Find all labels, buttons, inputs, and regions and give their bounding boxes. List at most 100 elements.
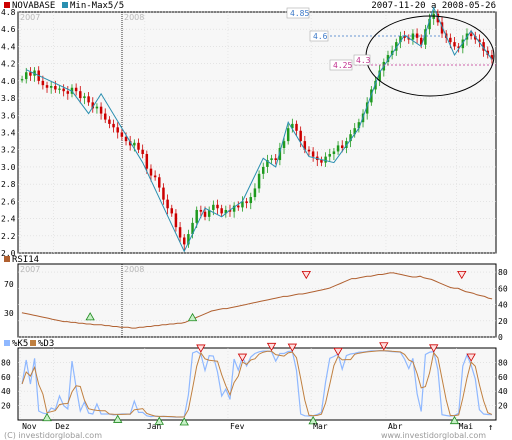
label-4-3: 4.3	[356, 56, 371, 65]
candle-body	[124, 136, 128, 142]
candle-body	[20, 79, 24, 81]
rsi-buy-triangle	[85, 312, 95, 321]
label-box-4-85	[286, 7, 310, 19]
price-y-tick-label: 3.6	[1, 111, 16, 120]
candle-body	[41, 80, 45, 86]
candle-body	[261, 166, 265, 174]
footer-url: www.investidorglobal.com	[381, 431, 486, 440]
candle-body	[95, 106, 99, 109]
rsi-y-tick-label: 80	[498, 268, 508, 277]
stoch-buy-triangle	[179, 417, 189, 426]
price-y-tick-label: 3.8	[1, 94, 16, 103]
candle-body	[83, 96, 86, 99]
candle-body	[299, 130, 302, 142]
price-y-tick-label: 2.6	[1, 197, 16, 206]
price-y-ticks: 4.8 4.6 4.4 4.2 4.0 3.8 3.6 3.4 3.2 3.0 2.8 2.6 2.4 2…	[1, 8, 16, 258]
candle-body	[378, 70, 381, 81]
candle-body	[282, 141, 286, 148]
stoch-y-tick-label: 80	[498, 358, 508, 367]
candle-body	[79, 91, 82, 99]
stoch-gridlines	[18, 348, 496, 420]
candle-body	[245, 201, 248, 204]
label-box-4-3	[353, 54, 371, 66]
stoch-k-swatch	[4, 340, 10, 346]
candle-body	[345, 141, 348, 148]
candle-body	[469, 33, 473, 37]
candle-body	[365, 102, 369, 114]
candle-body	[320, 160, 323, 163]
candle-body	[120, 132, 124, 137]
candle-body	[232, 205, 236, 212]
candle-body	[461, 39, 465, 49]
stoch-y-tick-label: 60	[1, 373, 11, 382]
candle-body	[203, 211, 207, 217]
rsi-y-tick-label: 20	[498, 317, 508, 326]
candle-body	[266, 160, 269, 167]
candle-body	[45, 85, 49, 88]
label-4-6: 4.6	[313, 32, 328, 41]
date-range: 2007-11-20 a 2008-05-26	[371, 1, 496, 11]
price-month-separators	[19, 12, 457, 253]
rsi-panel: RSI14 2007 2008 80 60 40 20 0 70 30	[4, 255, 508, 342]
price-y-tick-label: 2.0	[1, 249, 16, 258]
candle-body	[249, 197, 253, 204]
price-y-tick-label: 4.4	[1, 42, 16, 51]
legend-swatch-minmax	[62, 2, 68, 8]
candle-body	[403, 36, 406, 38]
candle-body	[428, 18, 431, 30]
rsi-y-tick-label: 60	[498, 284, 508, 293]
price-y-tick-label: 2.4	[1, 215, 16, 224]
stoch-buy-triangle	[113, 414, 123, 423]
candle-body	[457, 46, 460, 49]
candle-body	[278, 147, 282, 161]
candle-body	[286, 128, 290, 142]
candle-body	[224, 209, 228, 214]
month-label: Nov	[22, 422, 37, 431]
rsi-line	[21, 272, 493, 329]
candle-body	[199, 209, 203, 212]
candle-body	[220, 208, 223, 214]
candle-body	[149, 168, 153, 176]
candle-body	[311, 151, 315, 157]
candle-body	[328, 154, 332, 157]
candle-body	[399, 36, 402, 43]
stoch-sell-triangle	[466, 353, 476, 362]
candle-body	[166, 199, 169, 209]
watermark-2008-price: 2008	[124, 13, 144, 22]
month-label: Dez	[55, 422, 70, 431]
candle-body	[324, 156, 327, 163]
scroll-arrow-icon[interactable]: ↑	[488, 423, 493, 433]
rsi-legend-swatch	[4, 256, 10, 262]
candle-body	[440, 22, 444, 34]
stoch-sell-triangle	[429, 344, 439, 353]
price-y-tick-label: 4.8	[1, 8, 16, 17]
stoch-buy-triangle	[308, 416, 318, 425]
stoch-panel: %K5 %D3 80 80 60 60 40 40 20 20 Nov Dez Jan Fev Mar…	[1, 339, 508, 431]
candle-body	[411, 33, 415, 40]
rsi-signals	[85, 270, 467, 322]
stoch-y-tick-label: 40	[498, 387, 508, 396]
candle-body	[303, 141, 307, 150]
candle-body	[74, 87, 78, 92]
stoch-k-label: %K5	[12, 339, 28, 349]
candle-body	[116, 127, 119, 133]
candle-body	[24, 72, 28, 80]
candle-body	[133, 142, 136, 146]
candle-body	[128, 141, 132, 146]
label-box-4-25	[329, 59, 353, 71]
candle-body	[237, 205, 240, 208]
candle-body	[207, 209, 211, 217]
stoch-sell-triangle	[379, 342, 389, 351]
legend-label-price: NOVABASE	[12, 1, 55, 11]
price-y-tick-label: 2.2	[1, 232, 16, 241]
candle-body	[482, 42, 485, 51]
candle-body	[103, 113, 107, 120]
stoch-y-tick-label: 80	[1, 358, 11, 367]
rsi-sell-triangle	[301, 270, 311, 280]
stoch-d-swatch	[30, 340, 36, 346]
candle-body	[182, 237, 186, 245]
candle-body	[295, 123, 298, 131]
candle-body	[99, 106, 103, 114]
candle-body	[374, 80, 377, 90]
